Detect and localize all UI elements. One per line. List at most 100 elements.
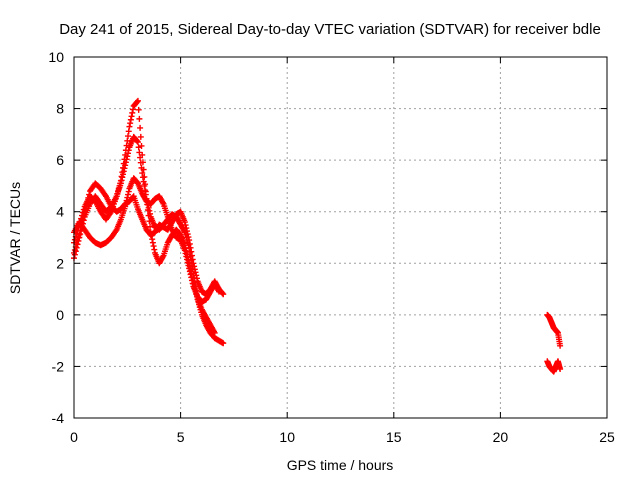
data-point-sat-d — [191, 266, 198, 273]
x-tick-label: 25 — [599, 429, 615, 445]
data-point-sat-d — [219, 290, 226, 297]
data-point-sat-b — [139, 159, 146, 166]
data-point-sat-d — [79, 216, 86, 223]
data-point-sat-c — [184, 259, 191, 266]
data-point-sat-b — [122, 151, 129, 158]
data-point-sat-d — [181, 219, 188, 226]
data-point-sat-e — [557, 342, 564, 349]
data-point-sat-b — [211, 328, 218, 335]
data-point-sat-d — [84, 198, 91, 205]
data-point-sat-d — [187, 244, 194, 251]
data-point-sat-d — [81, 208, 88, 215]
data-point-sat-b — [120, 160, 127, 167]
x-tick-label: 5 — [177, 429, 185, 445]
data-point-sat-c — [125, 188, 132, 195]
data-point-sat-d — [186, 237, 193, 244]
data-point-sat-b — [140, 166, 147, 173]
data-point-sat-c — [186, 265, 193, 272]
data-point-sat-d — [75, 234, 82, 241]
data-point-sat-d — [78, 220, 85, 227]
axis-ticks — [73, 56, 608, 419]
y-tick-label: -2 — [52, 358, 65, 374]
data-point-sat-c — [188, 277, 195, 284]
y-tick-label: 10 — [48, 49, 64, 65]
y-tick-label: 0 — [56, 307, 64, 323]
data-point-sat-c — [187, 271, 194, 278]
data-point-sat-b — [125, 128, 132, 135]
data-point-sat-c — [182, 250, 189, 257]
data-point-sat-c — [183, 253, 190, 260]
data-point-sat-d — [192, 269, 199, 276]
data-point-sat-d — [85, 194, 92, 201]
data-point-sat-b — [121, 156, 128, 163]
data-point-sat-b — [138, 142, 145, 149]
data-point-sat-d — [82, 205, 89, 212]
plot-frame — [73, 56, 608, 419]
data-point-sat-d — [76, 231, 83, 238]
data-point-sat-c — [159, 199, 166, 206]
data-point-sat-c — [125, 191, 132, 198]
data-point-sat-b — [119, 169, 126, 176]
data-point-sat-a — [134, 138, 141, 145]
y-tick-label: 6 — [56, 152, 64, 168]
data-point-sat-a — [139, 170, 146, 177]
data-point-sat-c — [112, 228, 119, 235]
data-points — [71, 97, 564, 375]
x-axis-label: GPS time / hours — [287, 457, 394, 473]
data-point-sat-b — [127, 120, 134, 127]
data-point-sat-d — [189, 256, 196, 263]
grid-lines — [74, 57, 607, 418]
data-point-sat-c — [189, 280, 196, 287]
data-point-sat-b — [159, 253, 166, 260]
y-axis-label: SDTVAR / TECUs — [7, 182, 23, 294]
data-point-sat-d — [74, 237, 81, 244]
data-point-sat-d — [185, 234, 192, 241]
data-point-sat-b — [211, 329, 218, 336]
data-point-sat-d — [184, 231, 191, 238]
data-point-sat-b — [134, 97, 141, 104]
data-point-sat-b — [150, 243, 157, 250]
data-point-sat-d — [78, 224, 85, 231]
data-point-sat-f — [557, 366, 564, 373]
data-point-sat-b — [149, 236, 156, 243]
data-point-sat-b — [127, 116, 134, 123]
data-point-sat-d — [186, 240, 193, 247]
data-point-sat-c — [181, 247, 188, 254]
data-point-sat-d — [190, 260, 197, 267]
y-tick-label: -4 — [52, 410, 65, 426]
data-point-sat-b — [134, 98, 141, 105]
data-point-sat-d — [86, 191, 93, 198]
data-point-sat-b — [139, 151, 146, 158]
y-tick-label: 4 — [56, 204, 64, 220]
data-point-sat-a — [220, 340, 227, 347]
data-point-sat-b — [128, 113, 135, 120]
data-point-sat-a — [119, 174, 126, 181]
data-point-sat-d — [77, 228, 84, 235]
data-point-sat-d — [188, 252, 195, 259]
data-point-sat-d — [182, 222, 189, 229]
data-point-sat-b — [136, 115, 143, 122]
data-point-sat-a — [135, 144, 142, 151]
data-point-sat-b — [149, 239, 156, 246]
data-point-sat-b — [126, 123, 133, 130]
data-point-sat-c — [186, 268, 193, 275]
data-point-sat-b — [120, 164, 127, 171]
data-point-sat-d — [193, 272, 200, 279]
data-point-sat-d — [102, 191, 109, 198]
data-point-sat-c — [183, 256, 190, 263]
y-tick-label: 2 — [56, 255, 64, 271]
data-point-sat-d — [188, 248, 195, 255]
data-point-sat-b — [146, 218, 153, 225]
x-tick-label: 15 — [386, 429, 402, 445]
data-point-sat-a — [134, 139, 141, 146]
data-point-sat-b — [142, 181, 149, 188]
data-point-sat-b — [122, 147, 129, 154]
data-point-sat-b — [129, 109, 136, 116]
data-point-sat-b — [124, 137, 131, 144]
data-point-sat-d — [220, 291, 227, 298]
data-point-sat-b — [151, 246, 158, 253]
data-point-sat-d — [71, 246, 78, 253]
data-point-sat-d — [73, 240, 80, 247]
data-point-sat-d — [183, 228, 190, 235]
